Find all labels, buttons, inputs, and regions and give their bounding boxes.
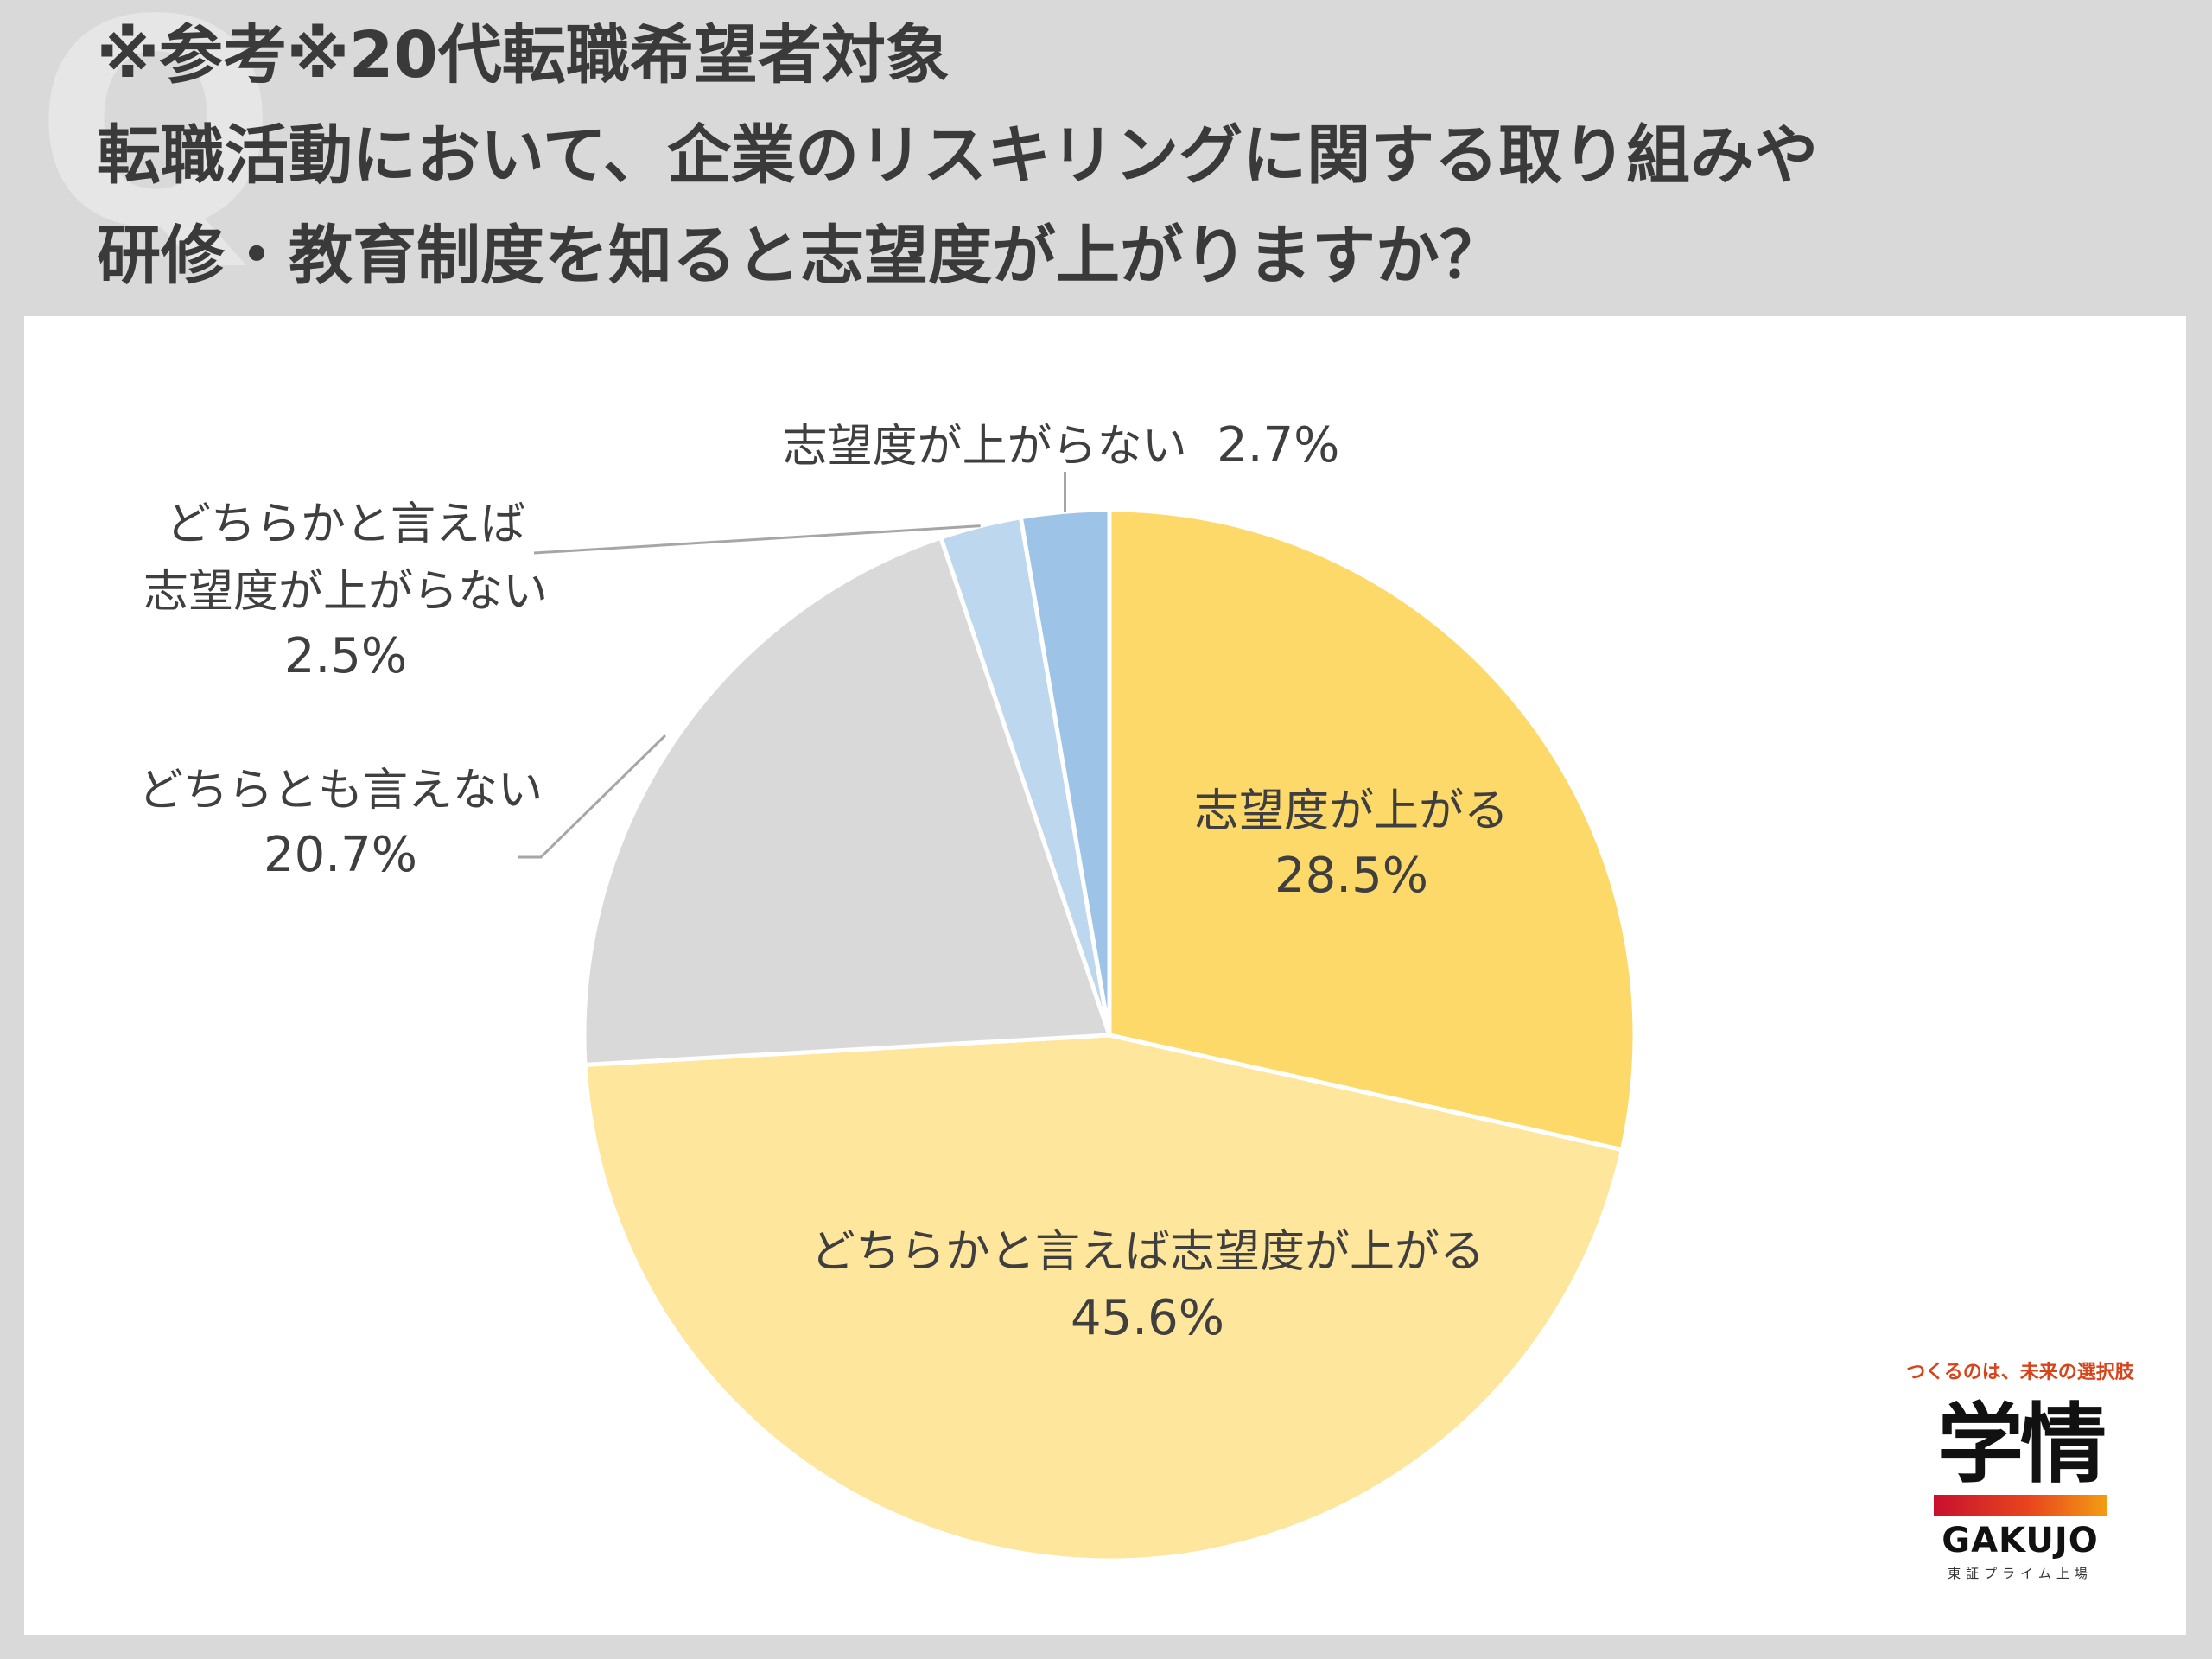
slice-label-3: どちらとも言えない	[138, 765, 543, 817]
gakujo-logo: つくるのは、未来の選択肢 学情 GAKUJO 東証プライム上場	[1891, 1348, 2150, 1607]
slice-label-4-line1: どちらかと言えば	[166, 499, 525, 550]
title-line-2: 転職活動において、企業のリスキリングに関する取り組みや	[97, 118, 1819, 193]
logo-gradient-bar	[1934, 1495, 2107, 1516]
slice-value-2: 45.6%	[1071, 1290, 1224, 1346]
background-q-glyph: Q	[35, 0, 277, 291]
slice-value-4: 2.5%	[284, 628, 407, 684]
slice-label-1: 志望度が上がる	[1194, 785, 1509, 837]
page-title: ※参考※20代転職希望者対象 転職活動において、企業のリスキリングに関する取り組…	[97, 5, 2188, 306]
slice-label-5-group: 志望度が上がらない 2.7%	[783, 417, 1340, 474]
chart-card: 志望度が上がる 28.5% どちらかと言えば志望度が上がる 45.6% どちらと…	[24, 316, 2186, 1635]
pie-slices	[582, 507, 1637, 1563]
pie-chart: 志望度が上がる 28.5% どちらかと言えば志望度が上がる 45.6% どちらと…	[138, 417, 1637, 1563]
title-line-1: ※参考※20代転職希望者対象	[97, 18, 950, 92]
logo-tagline: つくるのは、未来の選択肢	[1906, 1362, 2134, 1383]
logo-subtitle: 東証プライム上場	[1948, 1566, 2093, 1581]
leader-line-3	[518, 734, 667, 859]
slice-value-1: 28.5%	[1274, 848, 1428, 904]
slice-label-4-line2: 志望度が上がらない	[143, 566, 548, 618]
slice-value-3: 20.7%	[264, 827, 417, 883]
logo-name: GAKUJO	[1942, 1521, 2099, 1560]
logo-mark: 学情	[1937, 1394, 2107, 1495]
slice-label-5-text: 志望度が上がらない	[783, 421, 1187, 473]
pie-slice-1	[1107, 507, 1637, 1153]
slice-label-5: 志望度が上がらない 2.7%	[783, 417, 1340, 474]
pie-slice-3	[582, 534, 1113, 1068]
slice-value-5: 2.7%	[1217, 417, 1339, 474]
leader-line-4	[533, 524, 981, 555]
leader-lines	[518, 472, 1066, 859]
pie-slice-2	[582, 1033, 1625, 1563]
title-line-3: 研修・教育制度を知ると志望度が上がりますか？	[97, 219, 1503, 293]
slice-label-2: どちらかと言えば志望度が上がる	[810, 1226, 1484, 1278]
